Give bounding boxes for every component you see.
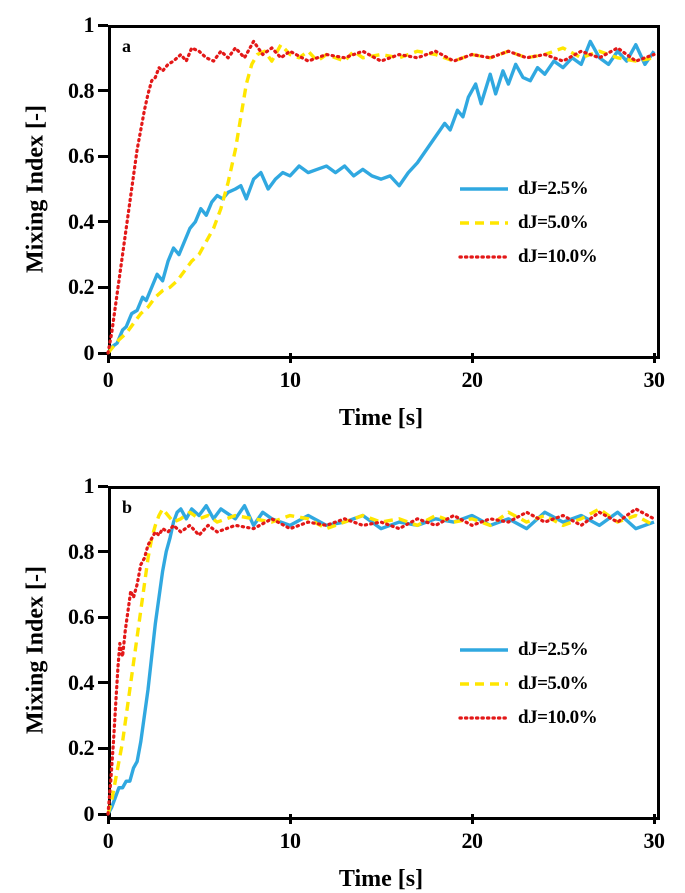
y-tick xyxy=(98,550,108,553)
x-tick xyxy=(289,353,292,363)
x-tick xyxy=(289,814,292,824)
x-tick xyxy=(653,353,656,363)
legend: dJ=2.5% dJ=5.0% dJ=10.0% xyxy=(458,172,597,274)
legend-swatch xyxy=(458,212,510,234)
x-tick xyxy=(471,353,474,363)
legend-row: dJ=10.0% xyxy=(458,240,597,274)
y-tick-label: 0.2 xyxy=(52,735,94,761)
y-axis-label: Mixing Index [-] xyxy=(23,540,50,760)
y-tick-label: 0.6 xyxy=(52,143,94,169)
legend-label: dJ=5.0% xyxy=(518,212,588,234)
legend-swatch xyxy=(458,673,510,695)
legend-swatch xyxy=(458,639,510,661)
legend-label: dJ=2.5% xyxy=(518,639,588,661)
legend-swatch xyxy=(458,178,510,200)
y-tick xyxy=(98,747,108,750)
legend-label: dJ=5.0% xyxy=(518,673,588,695)
x-tick-label: 20 xyxy=(462,367,483,393)
y-tick-label: 0.8 xyxy=(52,539,94,565)
x-tick-label: 30 xyxy=(644,828,665,854)
x-axis-label: Time [s] xyxy=(281,866,481,893)
y-tick xyxy=(98,155,108,158)
legend-swatch xyxy=(458,246,510,268)
y-tick-label: 0.8 xyxy=(52,78,94,104)
x-tick-label: 0 xyxy=(103,367,114,393)
figure-container: 010203000.20.40.60.81Time [s]Mixing Inde… xyxy=(0,0,685,886)
legend-row: dJ=2.5% xyxy=(458,172,597,206)
y-tick xyxy=(98,681,108,684)
x-axis-label: Time [s] xyxy=(281,405,481,432)
y-tick-label: 1 xyxy=(52,473,94,499)
y-axis-label: Mixing Index [-] xyxy=(23,79,50,299)
y-tick-label: 1 xyxy=(52,12,94,38)
y-tick xyxy=(98,616,108,619)
y-tick xyxy=(98,220,108,223)
x-tick-label: 0 xyxy=(103,828,114,854)
x-tick-label: 30 xyxy=(644,367,665,393)
legend-label: dJ=10.0% xyxy=(518,707,597,729)
y-tick xyxy=(98,286,108,289)
y-tick xyxy=(98,24,108,27)
x-tick-label: 20 xyxy=(462,828,483,854)
x-tick xyxy=(471,814,474,824)
legend-label: dJ=2.5% xyxy=(518,178,588,200)
y-tick-label: 0.4 xyxy=(52,670,94,696)
y-tick-label: 0 xyxy=(52,340,94,366)
legend-row: dJ=5.0% xyxy=(458,667,597,701)
y-tick-label: 0.4 xyxy=(52,209,94,235)
y-tick-label: 0 xyxy=(52,801,94,827)
y-tick-label: 0.2 xyxy=(52,274,94,300)
legend-row: dJ=5.0% xyxy=(458,206,597,240)
legend-swatch xyxy=(458,707,510,729)
legend-label: dJ=10.0% xyxy=(518,246,597,268)
x-tick xyxy=(653,814,656,824)
y-tick xyxy=(98,485,108,488)
y-tick xyxy=(98,89,108,92)
legend: dJ=2.5% dJ=5.0% dJ=10.0% xyxy=(458,633,597,735)
y-tick-label: 0.6 xyxy=(52,604,94,630)
legend-row: dJ=2.5% xyxy=(458,633,597,667)
x-tick-label: 10 xyxy=(280,828,301,854)
legend-row: dJ=10.0% xyxy=(458,701,597,735)
x-tick-label: 10 xyxy=(280,367,301,393)
